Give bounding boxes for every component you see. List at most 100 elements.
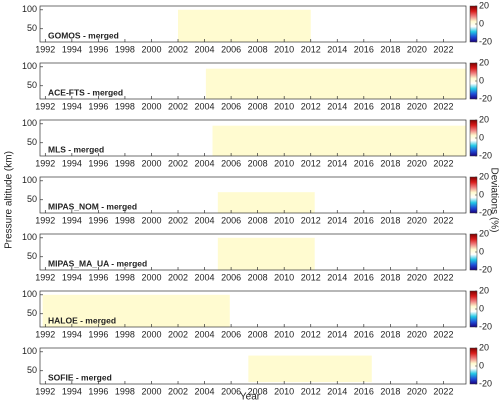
x-tick-label: 2012: [301, 386, 321, 396]
x-tick-label: 2012: [301, 215, 321, 225]
x-tick-label: 1998: [115, 158, 135, 168]
colorbar-tick-label: 0: [479, 189, 484, 199]
x-tick-label: 1994: [62, 158, 82, 168]
plot-frame: [39, 5, 467, 43]
x-tick-label: 2006: [221, 44, 241, 54]
x-tick-label: 2012: [301, 272, 321, 282]
x-tick-label: 2016: [354, 158, 374, 168]
x-tick-label: 1992: [35, 44, 55, 54]
y-axis-label: Pressure altitude (km): [4, 151, 15, 249]
x-tick-label: 2010: [274, 329, 294, 339]
x-tick-label: 1992: [35, 215, 55, 225]
x-tick-label: 2006: [221, 158, 241, 168]
y-tick-label: 100: [22, 346, 37, 356]
x-tick-label: 2000: [141, 386, 161, 396]
x-tick-label: 1994: [62, 386, 82, 396]
x-tick-label: 2002: [168, 272, 188, 282]
x-tick-label: 2018: [380, 158, 400, 168]
x-tick-label: 2002: [168, 101, 188, 111]
x-tick-label: 1998: [115, 329, 135, 339]
x-tick-label: 2020: [407, 215, 427, 225]
x-tick-label: 1996: [88, 44, 108, 54]
x-tick-label: 1996: [88, 386, 108, 396]
colorbar-tick-label: -20: [479, 36, 492, 46]
x-tick-label: 2018: [380, 386, 400, 396]
colorbar-tick-label: -20: [479, 150, 492, 160]
x-tick-label: 2006: [221, 329, 241, 339]
x-tick-label: 2018: [380, 215, 400, 225]
x-tick-label: 2014: [327, 158, 347, 168]
x-tick-label: 2016: [354, 272, 374, 282]
colorbar-tick-label: 20: [479, 0, 489, 10]
colorbar-tick-label: -20: [479, 207, 492, 217]
colorbar-tick-label: 0: [479, 303, 484, 313]
x-tick-label: 2004: [195, 101, 215, 111]
colorbar-tick-label: 0: [479, 75, 484, 85]
x-tick-label: 2020: [407, 101, 427, 111]
x-tick-label: 2008: [248, 215, 268, 225]
plot-frame: [39, 290, 467, 328]
x-tick-label: 2018: [380, 329, 400, 339]
x-tick-label: 2016: [354, 329, 374, 339]
colorbar-tick-label: -20: [479, 321, 492, 331]
plot-frame: [39, 176, 467, 214]
x-tick-label: 2022: [433, 215, 453, 225]
coverage-area: [217, 192, 315, 213]
y-tick-label: 100: [22, 289, 37, 299]
x-tick-label: 2012: [301, 158, 321, 168]
x-tick-label: 2006: [221, 272, 241, 282]
x-tick-label: 2008: [248, 101, 268, 111]
x-tick-label: 2022: [433, 158, 453, 168]
colorbar-tick-label: 0: [479, 246, 484, 256]
x-tick-label: 2002: [168, 329, 188, 339]
x-tick-label: 2004: [195, 386, 215, 396]
x-tick-label: 1998: [115, 101, 135, 111]
x-tick-label: 1996: [88, 101, 108, 111]
x-tick-label: 1992: [35, 386, 55, 396]
x-tick-label: 2014: [327, 215, 347, 225]
x-tick-label: 2014: [327, 101, 347, 111]
x-tick-label: 2006: [221, 215, 241, 225]
x-axis-label: Year: [240, 392, 261, 403]
x-tick-label: 1994: [62, 329, 82, 339]
x-tick-label: 2020: [407, 272, 427, 282]
y-tick-label: 50: [27, 137, 37, 147]
x-tick-label: 2010: [274, 215, 294, 225]
y-tick-label: 100: [22, 4, 37, 14]
x-tick-label: 1998: [115, 272, 135, 282]
plot-frame: [39, 347, 467, 385]
panel-title: MIPAS_MA_UA - merged: [48, 258, 147, 268]
x-tick-label: 2002: [168, 44, 188, 54]
plot-frame: [39, 62, 467, 100]
x-tick-label: 2000: [141, 215, 161, 225]
x-tick-label: 2018: [380, 101, 400, 111]
y-tick-label: 100: [22, 232, 37, 242]
x-tick-label: 2008: [248, 386, 268, 396]
x-tick-label: 2012: [301, 101, 321, 111]
x-tick-label: 2012: [301, 44, 321, 54]
colorbar-tick-label: 20: [479, 114, 489, 124]
x-tick-label: 2004: [195, 272, 215, 282]
x-tick-label: 2004: [195, 158, 215, 168]
x-tick-label: 2000: [141, 272, 161, 282]
x-tick-label: 1998: [115, 44, 135, 54]
colorbar-label: Deviations (%): [488, 167, 499, 232]
x-tick-label: 1994: [62, 215, 82, 225]
x-tick-label: 1998: [115, 215, 135, 225]
x-tick-label: 2010: [274, 272, 294, 282]
colorbar-tick-label: -20: [479, 378, 492, 388]
x-tick-label: 2008: [248, 272, 268, 282]
x-tick-label: 2020: [407, 44, 427, 54]
x-tick-label: 2016: [354, 215, 374, 225]
x-tick-label: 1992: [35, 272, 55, 282]
x-tick-label: 2016: [354, 386, 374, 396]
panel-title: ACE-FTS - merged: [48, 87, 123, 97]
x-tick-label: 2014: [327, 44, 347, 54]
x-tick-label: 2000: [141, 101, 161, 111]
y-tick-label: 100: [22, 118, 37, 128]
coverage-area: [248, 355, 372, 383]
x-tick-label: 1996: [88, 272, 108, 282]
colorbar-tick-label: -20: [479, 264, 492, 274]
x-tick-label: 1994: [62, 101, 82, 111]
